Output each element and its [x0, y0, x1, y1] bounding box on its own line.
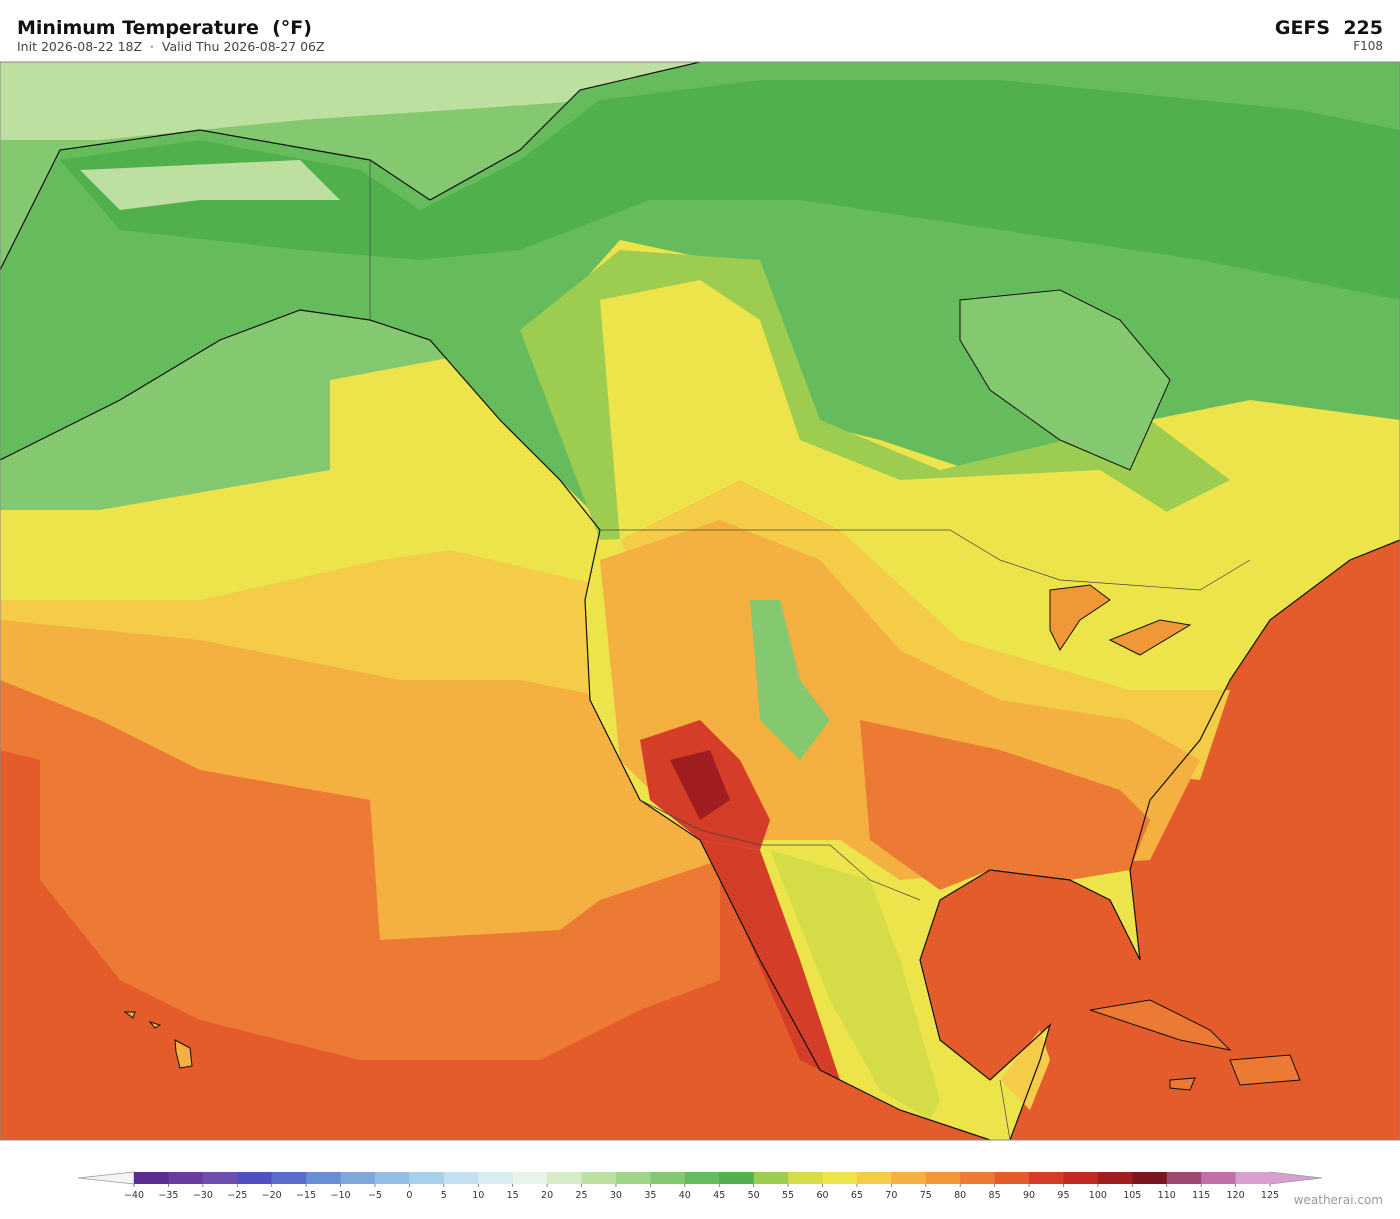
- colorbar-tick-label: 15: [507, 1190, 519, 1201]
- colorbar-tick-label: 75: [920, 1190, 932, 1201]
- forecast-hour: F108: [1353, 39, 1383, 53]
- colorbar-tick-label: 70: [885, 1190, 897, 1201]
- colorbar: −40 −35 −30 −25 −20 −15 −10 −5 0 5 10 15 20 25 30 35 40 4…: [77, 1171, 1323, 1201]
- colorbar-tick-label: −10: [331, 1190, 351, 1201]
- field-band: [0, 62, 720, 140]
- field-cool: [60, 80, 1400, 300]
- colorbar-segment: [237, 1172, 273, 1184]
- colorbar-segment: [1097, 1172, 1133, 1184]
- colorbar-tick-label: 10: [472, 1190, 484, 1201]
- colorbar-tick-label: −20: [262, 1190, 282, 1201]
- colorbar-tick-label: 110: [1158, 1190, 1176, 1201]
- colorbar-tick-label: 5: [441, 1190, 447, 1201]
- colorbar-tick-label: 100: [1089, 1190, 1107, 1201]
- colorbar-tick-label: 85: [989, 1190, 1001, 1201]
- colorbar-segment: [788, 1172, 823, 1184]
- map: [0, 61, 1400, 1141]
- title: Minimum Temperature (°F): [17, 17, 312, 39]
- colorbar-segment: [512, 1172, 548, 1184]
- field-hot: [700, 840, 840, 1080]
- colorbar-segment: [202, 1172, 238, 1184]
- map-field: [0, 62, 1400, 1140]
- colorbar-segment: [374, 1172, 410, 1184]
- colorbar-tick-label: −35: [158, 1190, 178, 1201]
- colorbar-tick-label: 25: [575, 1190, 587, 1201]
- colorbar-tick-label: 45: [713, 1190, 725, 1201]
- colorbar-tick-label: 80: [954, 1190, 966, 1201]
- colorbar-tick-label: 35: [644, 1190, 656, 1201]
- colorbar-tick-label: 55: [782, 1190, 794, 1201]
- colorbar-segment: [925, 1172, 961, 1184]
- border: [369, 160, 1251, 1140]
- colorbar-tick-label: 115: [1192, 1190, 1210, 1201]
- colorbar-segment: [615, 1172, 651, 1184]
- colorbar-tick-label: 30: [610, 1190, 622, 1201]
- colorbar-segment: [134, 1172, 169, 1184]
- colorbar-segment: [684, 1172, 720, 1184]
- colorbar-segment: [478, 1172, 514, 1184]
- colorbar-tick-label: −25: [227, 1190, 247, 1201]
- colorbar-segment: [1166, 1172, 1202, 1184]
- hudson-bay: [959, 289, 1171, 471]
- colorbar-tick-label: 90: [1023, 1190, 1035, 1201]
- field-mild: [750, 600, 830, 760]
- colorbar-tick-label: −40: [124, 1190, 144, 1201]
- colorbar-tick-label: 120: [1227, 1190, 1245, 1201]
- colorbar-segment: [960, 1172, 996, 1184]
- colorbar-segment: [994, 1172, 1030, 1184]
- colorbar-segment: [409, 1172, 445, 1184]
- colorbar-segment: [443, 1172, 479, 1184]
- colorbar-segment: [581, 1172, 617, 1184]
- field-mild: [600, 280, 1350, 700]
- colorbar-segment: [1235, 1172, 1271, 1184]
- map-frame: [0, 61, 1400, 1141]
- model-name: GEFS 225: [1275, 17, 1383, 39]
- colorbar-segment: [271, 1172, 307, 1184]
- islands: [1089, 999, 1301, 1091]
- colorbar-segment: [1063, 1172, 1099, 1184]
- colorbar-segment: [719, 1172, 755, 1184]
- colorbar-segment: [650, 1172, 686, 1184]
- coastline: [0, 62, 1400, 1140]
- field-mild: [770, 850, 940, 1120]
- colorbar-segment: [822, 1172, 858, 1184]
- field-hot: [670, 750, 730, 820]
- colorbar-segment: [168, 1172, 204, 1184]
- watermark: weatherai.com: [1294, 1193, 1383, 1207]
- colorbar-tick-label: 0: [406, 1190, 412, 1201]
- colorbar-tick-label: 50: [748, 1190, 760, 1201]
- colorbar-tick-label: 20: [541, 1190, 553, 1201]
- colorbar-tick-label: 105: [1123, 1190, 1141, 1201]
- colorbar-segment: [856, 1172, 892, 1184]
- colorbar-tick-label: −15: [296, 1190, 316, 1201]
- colorbar-segment: [891, 1172, 927, 1184]
- colorbar-tick-label: −30: [193, 1190, 213, 1201]
- field-warm: [1000, 1030, 1050, 1110]
- colorbar-segment: [306, 1172, 342, 1184]
- colorbar-segment: [1201, 1172, 1237, 1184]
- hawaii: [123, 1011, 193, 1069]
- subtitle: Init 2026-08-22 18Z · Valid Thu 2026-08-…: [17, 39, 325, 54]
- colorbar-segment: [1029, 1172, 1064, 1184]
- colorbar-tick-label: 65: [851, 1190, 863, 1201]
- colorbar-tick-label: 60: [816, 1190, 828, 1201]
- colorbar-segment: [1132, 1172, 1168, 1184]
- colorbar-segment: [547, 1172, 583, 1184]
- colorbar-tick-label: 40: [679, 1190, 691, 1201]
- colorbar-tick-label: 95: [1057, 1190, 1069, 1201]
- field-hot: [860, 720, 1150, 890]
- field-cool: [80, 160, 340, 210]
- colorbar-tick-label: −5: [368, 1190, 382, 1201]
- colorbar-tick-label: 125: [1261, 1190, 1279, 1201]
- great-lakes: [1049, 584, 1192, 656]
- colorbar-segment: [753, 1172, 789, 1184]
- colorbar-segment: [340, 1172, 376, 1184]
